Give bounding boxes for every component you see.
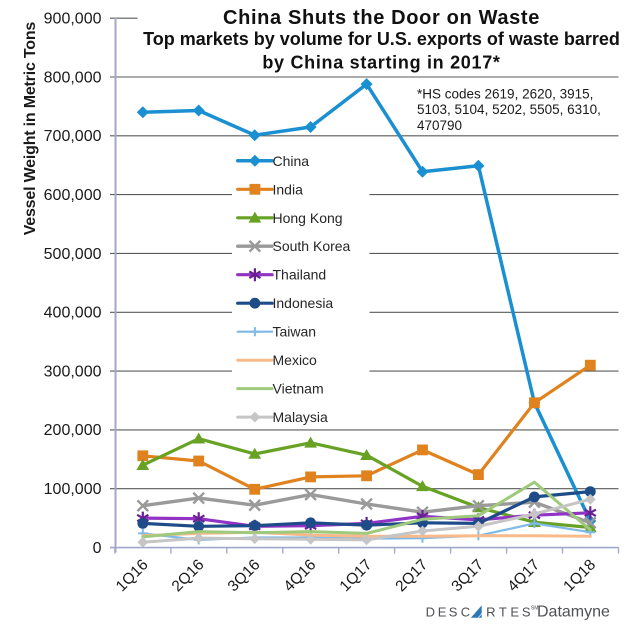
svg-text:400,000: 400,000 [44, 305, 102, 322]
svg-text:E: E [510, 604, 519, 619]
svg-text:5103, 5104, 5202, 5505, 6310,: 5103, 5104, 5202, 5505, 6310, [417, 102, 601, 117]
svg-text:Malaysia: Malaysia [273, 409, 328, 425]
svg-text:China: China [273, 153, 310, 169]
svg-text:R: R [486, 604, 495, 619]
svg-text:Thailand: Thailand [273, 267, 327, 283]
svg-text:470790: 470790 [417, 118, 462, 133]
svg-text:600,000: 600,000 [44, 187, 102, 204]
svg-text:100,000: 100,000 [44, 481, 102, 498]
svg-text:D: D [426, 604, 435, 619]
svg-text:500,000: 500,000 [44, 246, 102, 263]
svg-text:Vietnam: Vietnam [273, 381, 324, 397]
svg-text:E: E [438, 604, 447, 619]
svg-text:S: S [522, 604, 531, 619]
svg-text:China Shuts the Door on Waste: China Shuts the Door on Waste [223, 7, 540, 29]
svg-text:S: S [449, 604, 458, 619]
svg-text:India: India [273, 181, 304, 197]
svg-text:900,000: 900,000 [44, 11, 102, 28]
svg-text:Vessel Weight in Metric Tons: Vessel Weight in Metric Tons [22, 22, 39, 236]
svg-text:South Korea: South Korea [273, 238, 351, 254]
svg-text:Hong Kong: Hong Kong [273, 210, 343, 226]
svg-text:300,000: 300,000 [44, 363, 102, 380]
svg-text:*HS codes 2619, 2620, 3915,: *HS codes 2619, 2620, 3915, [417, 87, 593, 102]
svg-text:200,000: 200,000 [44, 422, 102, 439]
svg-text:Taiwan: Taiwan [273, 324, 317, 340]
svg-text:700,000: 700,000 [44, 128, 102, 145]
svg-text:800,000: 800,000 [44, 69, 102, 86]
svg-text:Indonesia: Indonesia [273, 295, 334, 311]
svg-text:T: T [499, 604, 507, 619]
svg-text:C: C [461, 604, 470, 619]
svg-text:Datamyne: Datamyne [537, 604, 610, 621]
svg-text:Top markets by volume for U.S.: Top markets by volume for U.S. exports o… [143, 29, 620, 49]
svg-text:Mexico: Mexico [273, 352, 318, 368]
svg-text:by China starting in 2017*: by China starting in 2017* [262, 53, 500, 73]
svg-text:0: 0 [93, 540, 102, 557]
